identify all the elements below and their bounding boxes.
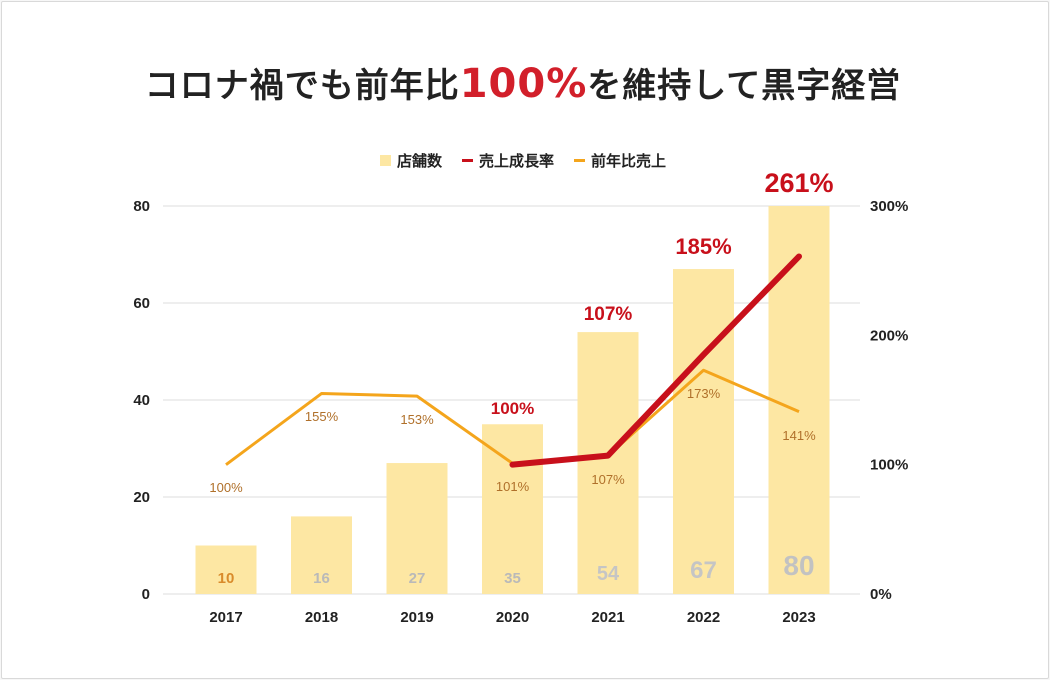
chart-title: コロナ禍でも前年比100%を維持して黒字経営 (0, 58, 1046, 107)
title-suffix: を維持して黒字経営 (587, 66, 902, 106)
chart-legend: 店舗数 売上成長率 前年比売上 (0, 150, 1046, 171)
legend-swatch-stores (379, 155, 391, 166)
bar-value-label: 16 (313, 570, 330, 587)
y-right-tick-label: 100% (870, 457, 908, 474)
bar (768, 206, 830, 594)
bar (482, 424, 543, 594)
legend-item-yoy: 前年比売上 (574, 150, 666, 171)
y-left-tick-label: 0 (142, 586, 150, 603)
yoy-data-label: 100% (209, 480, 243, 495)
y-left-tick-label: 40 (133, 392, 150, 409)
yoy-data-label: 107% (591, 472, 625, 487)
title-highlight: 100% (459, 61, 588, 107)
bar (291, 516, 352, 594)
y-left-tick-label: 80 (133, 198, 150, 215)
yoy-data-label: 141% (782, 428, 816, 443)
y-left-tick-label: 20 (133, 489, 150, 506)
legend-swatch-yoy (574, 159, 585, 162)
y-right-tick-label: 300% (870, 198, 908, 215)
bar (577, 332, 639, 594)
yoy-data-label: 173% (687, 386, 721, 401)
x-tick-label: 2023 (782, 609, 815, 626)
yoy-data-label: 153% (400, 412, 434, 427)
legend-label-yoy: 前年比売上 (591, 152, 667, 170)
bar (673, 269, 734, 594)
yoy-data-label: 155% (305, 409, 339, 424)
legend-item-stores: 店舗数 (379, 150, 442, 171)
bar (386, 463, 448, 594)
bar-value-label: 35 (504, 570, 521, 587)
x-tick-label: 2019 (400, 609, 433, 626)
growth-data-label: 100% (491, 399, 534, 418)
y-right-tick-label: 0% (870, 586, 892, 603)
bar-value-label: 67 (690, 557, 717, 584)
bar-value-label: 27 (409, 570, 426, 587)
legend-label-growth: 売上成長率 (478, 152, 554, 170)
legend-swatch-growth (461, 159, 473, 162)
growth-data-label: 261% (764, 168, 833, 198)
y-right-tick-label: 200% (870, 327, 908, 344)
bar-value-label: 54 (597, 563, 620, 585)
yoy-data-label: 101% (496, 479, 530, 494)
bar-value-label: 80 (783, 550, 814, 581)
bar (195, 545, 257, 594)
growth-data-label: 107% (584, 304, 633, 325)
x-tick-label: 2021 (591, 609, 624, 626)
legend-item-growth: 売上成長率 (461, 150, 554, 171)
bar-value-label: 10 (218, 570, 235, 587)
x-tick-label: 2020 (496, 609, 529, 626)
x-tick-label: 2022 (687, 609, 720, 626)
x-tick-label: 2017 (209, 609, 242, 626)
legend-label-stores: 店舗数 (396, 152, 442, 170)
growth-data-label: 185% (675, 234, 731, 259)
title-prefix: コロナ禍でも前年比 (144, 66, 460, 106)
y-left-tick-label: 60 (133, 295, 150, 312)
growth-series-line (509, 253, 802, 468)
x-tick-label: 2018 (305, 609, 338, 626)
